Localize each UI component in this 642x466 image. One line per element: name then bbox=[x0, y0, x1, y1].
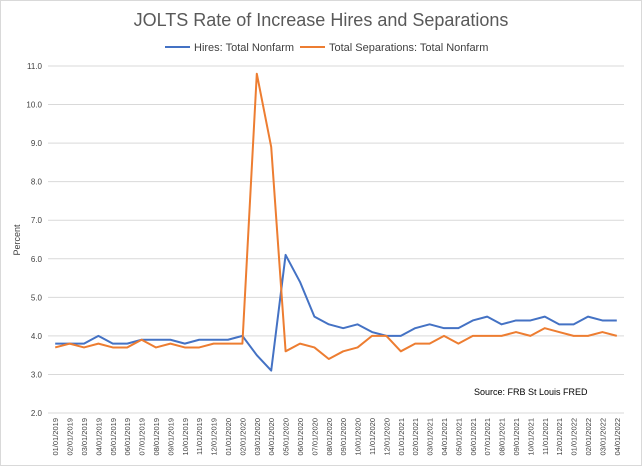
x-tick-label: 02/01/2019 bbox=[66, 418, 75, 456]
x-tick-label: 05/01/2020 bbox=[282, 418, 291, 456]
x-tick-label: 09/01/2019 bbox=[166, 418, 175, 456]
x-tick-label: 03/01/2019 bbox=[80, 418, 89, 456]
y-tick-label: 5.0 bbox=[31, 293, 43, 302]
x-tick-label: 04/01/2021 bbox=[440, 418, 449, 456]
y-tick-label: 2.0 bbox=[31, 409, 43, 418]
x-tick-label: 11/01/2020 bbox=[368, 418, 377, 455]
x-tick-label: 01/01/2019 bbox=[51, 418, 60, 456]
x-tick-label: 10/01/2021 bbox=[526, 418, 535, 456]
x-tick-label: 05/01/2021 bbox=[454, 418, 463, 456]
x-tick-label: 06/01/2019 bbox=[123, 418, 132, 456]
y-tick-label: 6.0 bbox=[31, 255, 43, 264]
x-tick-label: 02/01/2022 bbox=[584, 418, 593, 456]
y-tick-label: 9.0 bbox=[31, 139, 43, 148]
y-axis-ticks: 2.0 3.0 4.0 5.0 6.0 7.0 8.0 9.0 10.0 11.0 bbox=[26, 62, 42, 418]
x-tick-label: 09/01/2020 bbox=[339, 418, 348, 456]
x-tick-label: 11/01/2019 bbox=[195, 418, 204, 455]
x-tick-label: 11/01/2021 bbox=[541, 418, 550, 455]
legend-label-separations: Total Separations: Total Nonfarm bbox=[329, 42, 488, 54]
x-tick-label: 05/01/2019 bbox=[109, 418, 118, 456]
x-tick-label: 04/01/2022 bbox=[613, 418, 622, 456]
separations-series-line bbox=[54, 72, 618, 361]
x-tick-label: 12/01/2019 bbox=[210, 418, 219, 456]
x-tick-label: 01/01/2021 bbox=[397, 418, 406, 456]
x-tick-label: 12/01/2021 bbox=[555, 418, 564, 456]
source-annotation: Source: FRB St Louis FRED bbox=[474, 387, 588, 397]
x-tick-label: 07/01/2021 bbox=[483, 418, 492, 456]
x-tick-label: 06/01/2020 bbox=[296, 418, 305, 456]
x-tick-label: 09/01/2021 bbox=[512, 418, 521, 456]
y-tick-label: 4.0 bbox=[31, 332, 43, 341]
y-tick-label: 10.0 bbox=[26, 101, 42, 110]
x-tick-label: 03/01/2020 bbox=[253, 418, 262, 456]
x-tick-label: 12/01/2020 bbox=[382, 418, 391, 456]
legend-label-hires: Hires: Total Nonfarm bbox=[194, 42, 294, 54]
x-tick-label: 03/01/2022 bbox=[598, 418, 607, 456]
x-axis-ticks: 01/01/2019 02/01/2019 03/01/2019 04/01/2019… bbox=[51, 418, 622, 456]
x-tick-label: 07/01/2020 bbox=[310, 418, 319, 456]
x-tick-label: 01/01/2022 bbox=[570, 418, 579, 456]
x-tick-label: 06/01/2021 bbox=[469, 418, 478, 456]
y-tick-label: 3.0 bbox=[31, 370, 43, 379]
x-tick-label: 02/01/2020 bbox=[238, 418, 247, 456]
y-tick-label: 11.0 bbox=[27, 62, 43, 71]
x-tick-label: 04/01/2019 bbox=[94, 418, 103, 456]
x-tick-label: 02/01/2021 bbox=[411, 418, 420, 456]
x-tick-label: 04/01/2020 bbox=[267, 418, 276, 456]
x-tick-label: 10/01/2020 bbox=[354, 418, 363, 456]
y-tick-label: 7.0 bbox=[31, 216, 43, 225]
x-tick-label: 03/01/2021 bbox=[426, 418, 435, 456]
x-tick-label: 01/01/2020 bbox=[224, 418, 233, 456]
gridlines bbox=[48, 65, 624, 414]
y-tick-label: 8.0 bbox=[31, 178, 43, 187]
hires-series-line bbox=[55, 253, 617, 372]
x-tick-label: 08/01/2020 bbox=[325, 418, 334, 456]
x-tick-label: 10/01/2019 bbox=[181, 418, 190, 456]
series-lines bbox=[54, 72, 618, 372]
x-tick-label: 07/01/2019 bbox=[138, 418, 147, 456]
x-tick-label: 08/01/2019 bbox=[152, 418, 161, 456]
x-tick-label: 08/01/2021 bbox=[498, 418, 507, 456]
legend: Hires: Total Nonfarm Total Separations: … bbox=[165, 42, 488, 54]
chart-title: JOLTS Rate of Increase Hires and Separat… bbox=[134, 10, 509, 30]
y-axis-label: Percent bbox=[12, 224, 22, 256]
